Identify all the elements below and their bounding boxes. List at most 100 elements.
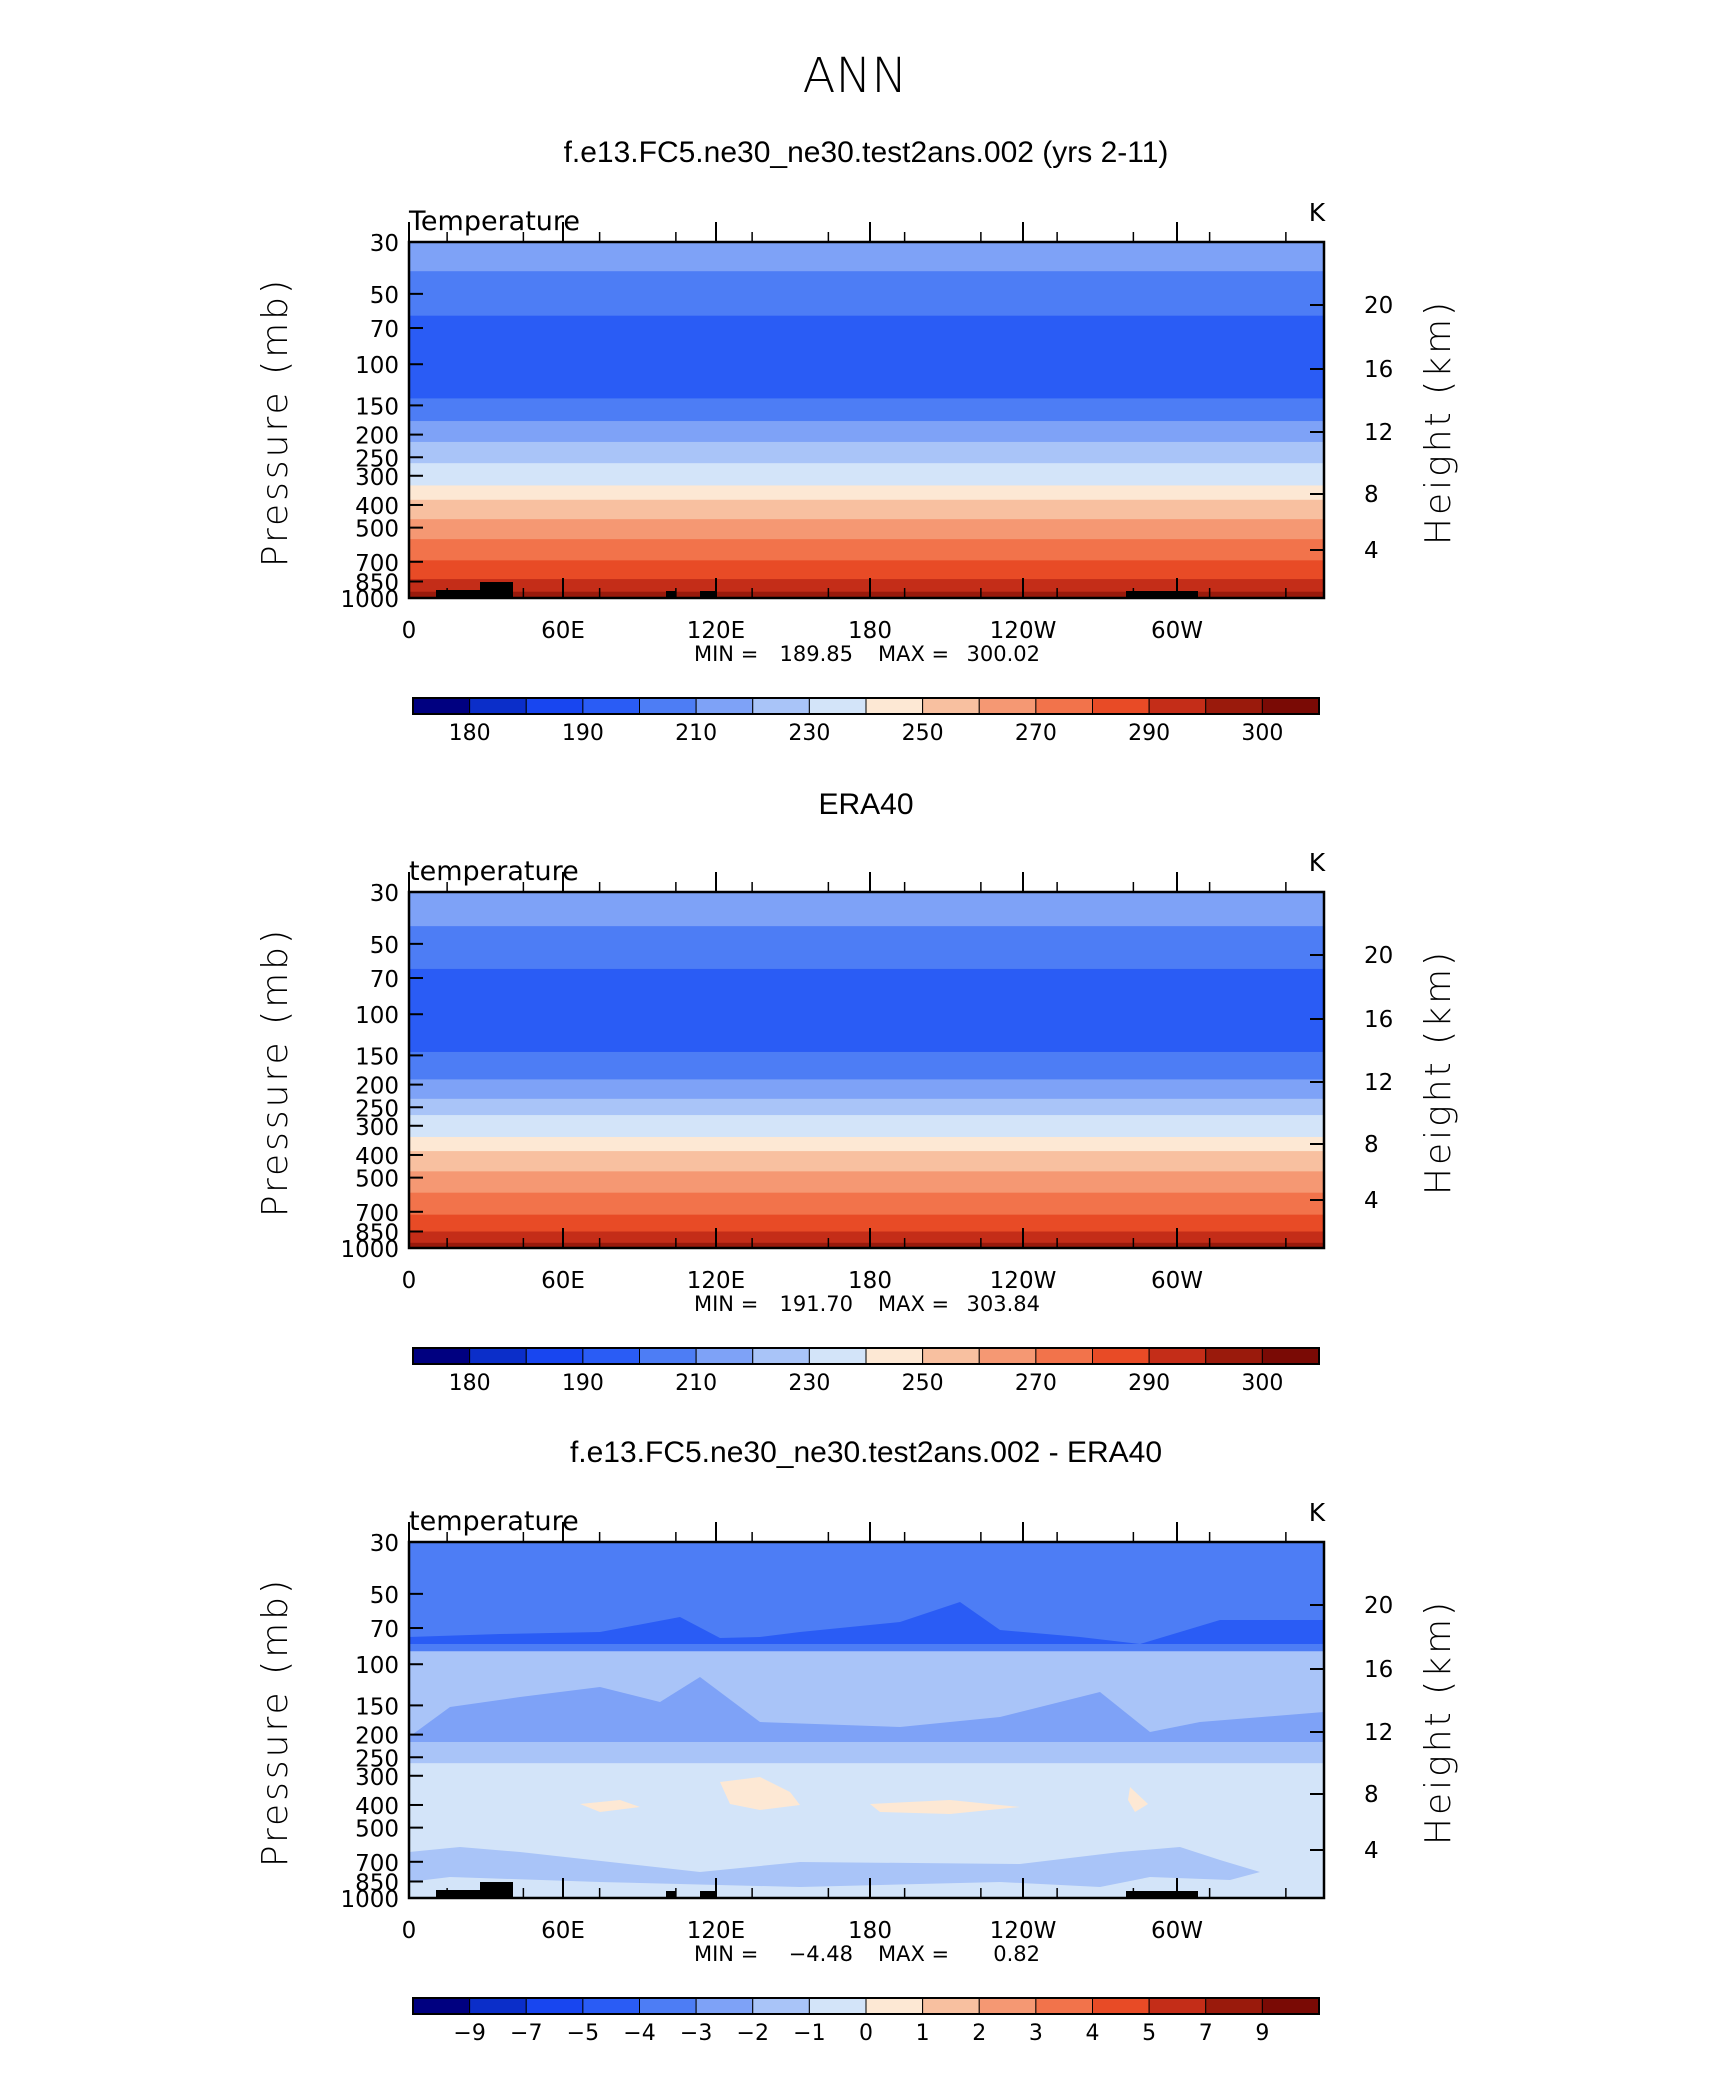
colorbar-swatch bbox=[525, 1347, 584, 1365]
contour-band bbox=[409, 892, 1324, 927]
y-tick-label: 70 bbox=[370, 1617, 399, 1643]
colorbar-label: 290 bbox=[1128, 721, 1170, 746]
colorbar-label: 250 bbox=[902, 721, 944, 746]
y-tick-label: 150 bbox=[355, 394, 399, 420]
y2-tick-label: 8 bbox=[1364, 482, 1379, 508]
y-tick-label: 250 bbox=[355, 1746, 399, 1772]
colorbar-swatch bbox=[978, 1347, 1037, 1365]
terrain-mask bbox=[666, 591, 676, 598]
y2-tick-label: 4 bbox=[1364, 1188, 1379, 1214]
y-tick-label: 50 bbox=[370, 1583, 399, 1609]
colorbar-swatch bbox=[1205, 1997, 1263, 2015]
colorbar-swatch bbox=[922, 1347, 980, 1365]
y2-tick-label: 16 bbox=[1364, 1007, 1393, 1033]
colorbar-label: −1 bbox=[793, 2021, 825, 2046]
colorbar-label: −2 bbox=[737, 2021, 769, 2046]
colorbar-frame bbox=[412, 1997, 1320, 2015]
colorbar-label: 1 bbox=[916, 2021, 930, 2046]
y2-axis-label: Height (km) bbox=[1418, 949, 1459, 1195]
y-tick-label: 700 bbox=[355, 1851, 399, 1877]
colorbar-swatch bbox=[582, 1997, 640, 2015]
colorbar-label: −3 bbox=[680, 2021, 712, 2046]
colorbar-swatch bbox=[808, 1997, 867, 2015]
colorbar-swatch bbox=[1035, 1997, 1093, 2015]
colorbar-swatch bbox=[752, 697, 810, 715]
contour-band bbox=[409, 315, 1324, 399]
y-tick-label: 100 bbox=[355, 1653, 399, 1679]
colorbar-swatch bbox=[1261, 1347, 1320, 1365]
y-tick-label: 400 bbox=[355, 494, 399, 520]
y-tick-label: 30 bbox=[370, 1531, 399, 1557]
colorbar-swatch bbox=[639, 1997, 697, 2015]
contour-band bbox=[409, 1214, 1324, 1233]
x-tick-label: 60E bbox=[541, 1268, 585, 1294]
max-value: 300.02 bbox=[967, 642, 1040, 666]
y-tick-label: 200 bbox=[355, 1074, 399, 1100]
x-tick-label: 0 bbox=[402, 1918, 417, 1944]
terrain-mask bbox=[666, 1891, 676, 1898]
y-tick-label: 1000 bbox=[340, 1887, 399, 1913]
y-tick-label: 100 bbox=[355, 353, 399, 379]
colorbar-swatch bbox=[1035, 1347, 1093, 1365]
figure-title: ANN bbox=[803, 48, 908, 104]
colorbar-label: 300 bbox=[1241, 1371, 1283, 1396]
variable-label: temperature bbox=[409, 856, 579, 887]
x-tick-label: 180 bbox=[848, 1268, 892, 1294]
colorbar-swatch bbox=[865, 697, 924, 715]
colorbar-label: 3 bbox=[1029, 2021, 1043, 2046]
contour-field bbox=[409, 242, 1324, 598]
colorbar-swatch bbox=[1092, 1347, 1150, 1365]
y-tick-label: 300 bbox=[355, 465, 399, 491]
colorbar-swatch bbox=[865, 1997, 924, 2015]
contour-band bbox=[409, 463, 1324, 486]
colorbar-label: 2 bbox=[972, 2021, 986, 2046]
terrain-mask bbox=[700, 1891, 716, 1898]
contour-band bbox=[409, 1098, 1324, 1116]
colorbar-swatch bbox=[582, 697, 640, 715]
y-tick-label: 700 bbox=[355, 551, 399, 577]
colorbar-swatch bbox=[412, 697, 471, 715]
colorbar-swatch bbox=[1148, 1997, 1207, 2015]
y-tick-label: 70 bbox=[370, 317, 399, 343]
colorbar-swatch bbox=[752, 1347, 810, 1365]
y2-tick-label: 16 bbox=[1364, 1657, 1393, 1683]
colorbar-swatch bbox=[1092, 697, 1150, 715]
colorbar-swatch bbox=[469, 1997, 527, 2015]
colorbar-label: −9 bbox=[453, 2021, 485, 2046]
contour-region bbox=[409, 1602, 1324, 1644]
contour-band bbox=[409, 560, 1324, 580]
max-label: MAX = bbox=[878, 642, 949, 666]
contour-band bbox=[409, 1051, 1324, 1080]
contour-band bbox=[409, 539, 1324, 561]
colorbar-label: 0 bbox=[859, 2021, 873, 2046]
terrain-mask bbox=[1126, 591, 1198, 598]
x-tick-label: 120W bbox=[990, 1268, 1057, 1294]
x-tick-label: 60E bbox=[541, 1918, 585, 1944]
x-tick-label: 120E bbox=[687, 1918, 745, 1944]
min-label: MIN = bbox=[694, 642, 758, 666]
y-axis-label: Pressure (mb) bbox=[255, 277, 296, 567]
contour-region bbox=[409, 1847, 1260, 1887]
x-tick-label: 60W bbox=[1151, 1268, 1203, 1294]
colorbar-frame bbox=[412, 697, 1320, 715]
y-tick-label: 30 bbox=[370, 881, 399, 907]
y-tick-label: 300 bbox=[355, 1765, 399, 1791]
y-tick-label: 850 bbox=[355, 1871, 399, 1897]
contour-band bbox=[409, 1079, 1324, 1100]
colorbar-swatch bbox=[1261, 1997, 1320, 2015]
colorbar-swatch bbox=[695, 1347, 754, 1365]
colorbar-swatch bbox=[1148, 697, 1207, 715]
y-tick-label: 500 bbox=[355, 1817, 399, 1843]
colorbar-swatch bbox=[1035, 697, 1093, 715]
y-tick-label: 850 bbox=[355, 1221, 399, 1247]
contour-region bbox=[720, 1777, 800, 1810]
y-tick-label: 400 bbox=[355, 1144, 399, 1170]
terrain-mask bbox=[436, 1890, 498, 1898]
min-value: 189.85 bbox=[780, 642, 853, 666]
x-tick-label: 60E bbox=[541, 618, 585, 644]
colorbar-swatch bbox=[469, 697, 527, 715]
colorbar-swatch bbox=[639, 1347, 697, 1365]
colorbar-swatch bbox=[695, 697, 754, 715]
colorbar-label: 250 bbox=[902, 1371, 944, 1396]
y-tick-label: 250 bbox=[355, 1096, 399, 1122]
